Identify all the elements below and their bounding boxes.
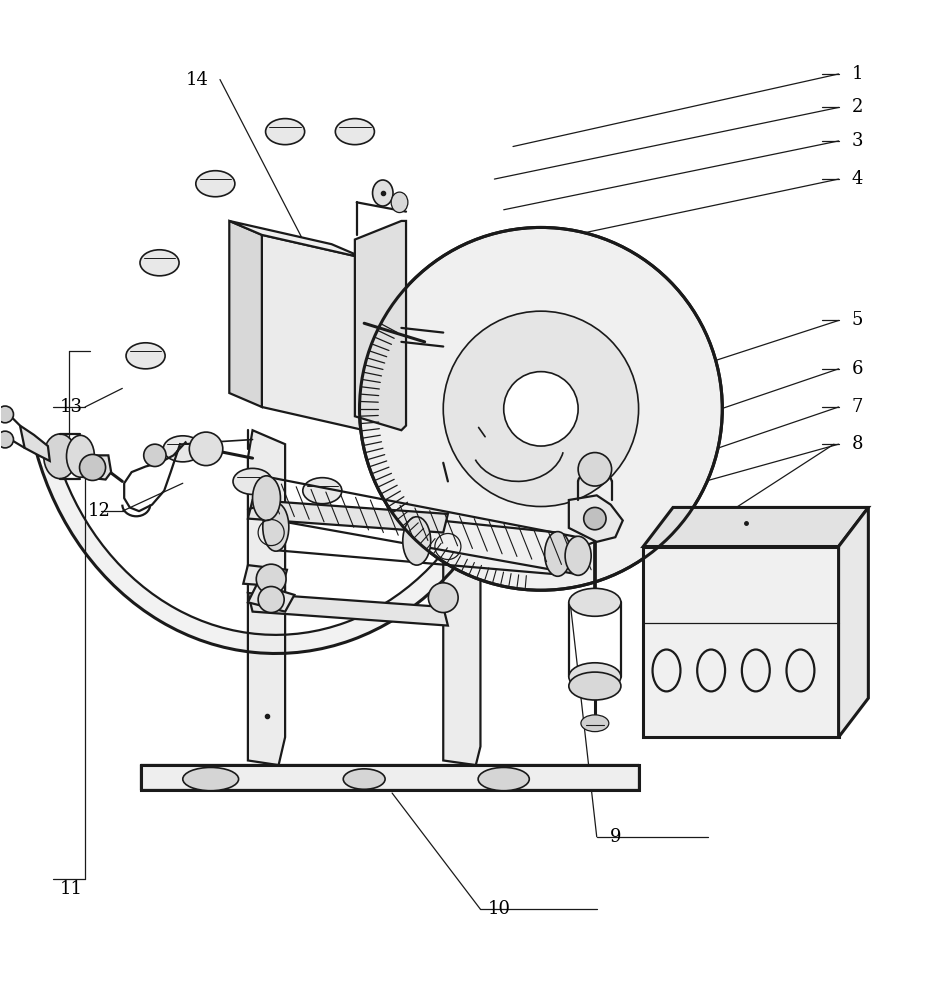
Ellipse shape bbox=[140, 250, 179, 276]
Polygon shape bbox=[839, 507, 869, 737]
Ellipse shape bbox=[266, 119, 305, 145]
Polygon shape bbox=[40, 266, 527, 653]
Polygon shape bbox=[355, 221, 406, 430]
Ellipse shape bbox=[0, 431, 13, 448]
Polygon shape bbox=[643, 547, 839, 737]
Polygon shape bbox=[244, 565, 287, 587]
Polygon shape bbox=[141, 765, 638, 790]
Ellipse shape bbox=[545, 532, 571, 576]
Polygon shape bbox=[248, 430, 285, 765]
Text: 8: 8 bbox=[852, 435, 863, 453]
Text: 12: 12 bbox=[88, 502, 110, 520]
Ellipse shape bbox=[303, 478, 341, 504]
Ellipse shape bbox=[569, 663, 621, 691]
Ellipse shape bbox=[233, 468, 272, 494]
Ellipse shape bbox=[343, 769, 385, 789]
Text: 14: 14 bbox=[186, 71, 208, 89]
Text: 13: 13 bbox=[60, 398, 83, 416]
Text: 10: 10 bbox=[488, 900, 510, 918]
Text: 1: 1 bbox=[852, 65, 863, 83]
Text: 7: 7 bbox=[852, 398, 863, 416]
Ellipse shape bbox=[0, 406, 13, 423]
Polygon shape bbox=[248, 500, 448, 533]
Circle shape bbox=[189, 432, 223, 466]
Polygon shape bbox=[443, 467, 480, 765]
Text: 6: 6 bbox=[852, 360, 863, 378]
Text: 11: 11 bbox=[60, 880, 83, 898]
Circle shape bbox=[443, 311, 638, 507]
Text: 5: 5 bbox=[852, 311, 863, 329]
Ellipse shape bbox=[263, 503, 289, 551]
Text: 9: 9 bbox=[609, 828, 621, 846]
Circle shape bbox=[359, 227, 722, 590]
Ellipse shape bbox=[581, 715, 609, 732]
Ellipse shape bbox=[126, 343, 165, 369]
Circle shape bbox=[144, 444, 166, 467]
Circle shape bbox=[258, 587, 285, 613]
Text: 3: 3 bbox=[852, 132, 863, 150]
Circle shape bbox=[504, 372, 578, 446]
Polygon shape bbox=[230, 221, 262, 407]
Circle shape bbox=[428, 583, 458, 613]
Ellipse shape bbox=[569, 588, 621, 616]
Ellipse shape bbox=[335, 119, 374, 145]
Text: 2: 2 bbox=[852, 98, 863, 116]
Circle shape bbox=[79, 454, 105, 480]
Polygon shape bbox=[80, 455, 111, 480]
Polygon shape bbox=[230, 221, 364, 258]
Ellipse shape bbox=[565, 536, 592, 575]
Polygon shape bbox=[262, 235, 364, 430]
Ellipse shape bbox=[372, 180, 393, 206]
Ellipse shape bbox=[196, 171, 235, 197]
Polygon shape bbox=[569, 495, 622, 542]
Circle shape bbox=[584, 507, 606, 530]
Ellipse shape bbox=[66, 435, 94, 477]
Polygon shape bbox=[248, 593, 448, 626]
Polygon shape bbox=[20, 426, 49, 461]
Ellipse shape bbox=[391, 192, 408, 213]
Circle shape bbox=[578, 453, 612, 486]
Ellipse shape bbox=[478, 767, 529, 791]
Ellipse shape bbox=[253, 476, 281, 520]
Polygon shape bbox=[643, 507, 869, 547]
Ellipse shape bbox=[44, 434, 77, 479]
Polygon shape bbox=[248, 584, 295, 612]
Circle shape bbox=[257, 564, 286, 594]
Ellipse shape bbox=[569, 672, 621, 700]
Ellipse shape bbox=[183, 767, 239, 791]
Text: 4: 4 bbox=[852, 170, 863, 188]
Ellipse shape bbox=[163, 436, 202, 462]
Ellipse shape bbox=[403, 517, 431, 565]
